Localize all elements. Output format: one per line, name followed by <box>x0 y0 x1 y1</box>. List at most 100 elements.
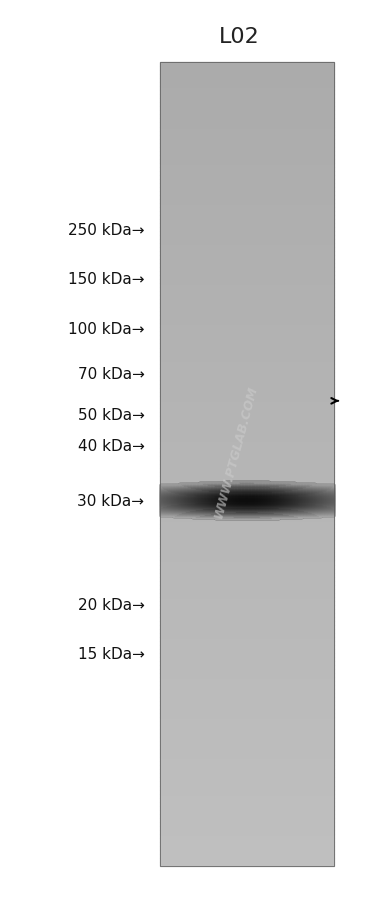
Bar <box>250 491 251 492</box>
Bar <box>193 492 194 493</box>
Bar <box>275 490 276 491</box>
Bar <box>216 498 217 500</box>
Bar <box>309 510 310 511</box>
Bar <box>214 502 215 503</box>
Bar <box>160 838 334 842</box>
Bar <box>215 487 216 488</box>
Bar <box>251 487 252 488</box>
Bar <box>169 491 170 492</box>
Bar <box>267 510 268 511</box>
Bar <box>188 505 189 506</box>
Bar <box>276 500 277 501</box>
Bar <box>183 507 184 509</box>
Bar <box>242 516 243 517</box>
Bar <box>248 511 249 512</box>
Bar <box>212 515 213 517</box>
Bar <box>231 500 232 501</box>
Bar <box>253 513 254 514</box>
Bar <box>293 489 294 490</box>
Bar <box>204 486 205 487</box>
Bar <box>290 511 291 512</box>
Bar <box>291 517 292 519</box>
Bar <box>286 486 287 487</box>
Bar <box>263 487 264 488</box>
Bar <box>320 516 321 517</box>
Bar <box>275 502 276 503</box>
Bar <box>165 485 166 487</box>
Bar <box>265 483 266 484</box>
Bar <box>217 502 218 503</box>
Bar <box>267 502 268 503</box>
Bar <box>332 502 333 503</box>
Bar <box>302 509 303 510</box>
Bar <box>170 494 171 495</box>
Bar <box>303 488 304 489</box>
Bar <box>197 502 198 503</box>
Bar <box>282 486 283 487</box>
Bar <box>233 518 234 520</box>
Bar <box>194 502 195 503</box>
Bar <box>197 485 198 486</box>
Bar <box>278 507 279 508</box>
Bar <box>288 494 289 496</box>
Bar <box>288 501 289 502</box>
Bar <box>298 516 299 517</box>
Bar <box>186 513 187 514</box>
Bar <box>235 492 236 493</box>
Bar <box>325 506 326 507</box>
Bar <box>187 483 188 484</box>
Bar <box>215 483 216 519</box>
Bar <box>322 511 323 512</box>
Bar <box>291 500 292 501</box>
Bar <box>222 488 223 490</box>
Bar <box>301 485 302 487</box>
Bar <box>252 482 253 483</box>
Bar <box>227 490 228 491</box>
Bar <box>289 491 290 492</box>
Bar <box>178 490 179 491</box>
Bar <box>210 496 211 497</box>
Bar <box>199 493 200 494</box>
Bar <box>303 500 304 501</box>
Bar <box>326 506 327 507</box>
Bar <box>320 501 321 502</box>
Bar <box>163 511 164 512</box>
Bar <box>281 489 282 490</box>
Bar <box>227 491 228 492</box>
Bar <box>321 488 322 489</box>
Bar <box>327 501 328 502</box>
Bar <box>212 503 213 504</box>
Bar <box>220 504 221 505</box>
Bar <box>294 504 295 505</box>
Bar <box>264 497 265 498</box>
Bar <box>192 497 193 498</box>
Bar <box>162 503 163 505</box>
Bar <box>177 496 178 497</box>
Bar <box>239 495 240 497</box>
Bar <box>266 517 267 518</box>
Bar <box>189 498 190 500</box>
Bar <box>323 502 324 504</box>
Bar <box>261 491 262 492</box>
Bar <box>326 504 327 505</box>
Bar <box>224 488 225 490</box>
Bar <box>301 517 302 518</box>
Bar <box>161 512 162 513</box>
Bar <box>287 505 288 507</box>
Bar <box>231 492 232 493</box>
Bar <box>284 486 285 487</box>
Bar <box>266 490 267 491</box>
Bar <box>221 504 222 505</box>
Bar <box>264 501 265 502</box>
Bar <box>309 500 310 501</box>
Bar <box>267 495 268 497</box>
Bar <box>178 497 179 499</box>
Bar <box>204 516 205 518</box>
Bar <box>331 505 332 506</box>
Bar <box>269 492 270 493</box>
Bar <box>276 483 277 519</box>
Bar <box>206 486 207 487</box>
Bar <box>221 486 222 487</box>
Bar <box>236 492 237 493</box>
Bar <box>251 488 252 489</box>
